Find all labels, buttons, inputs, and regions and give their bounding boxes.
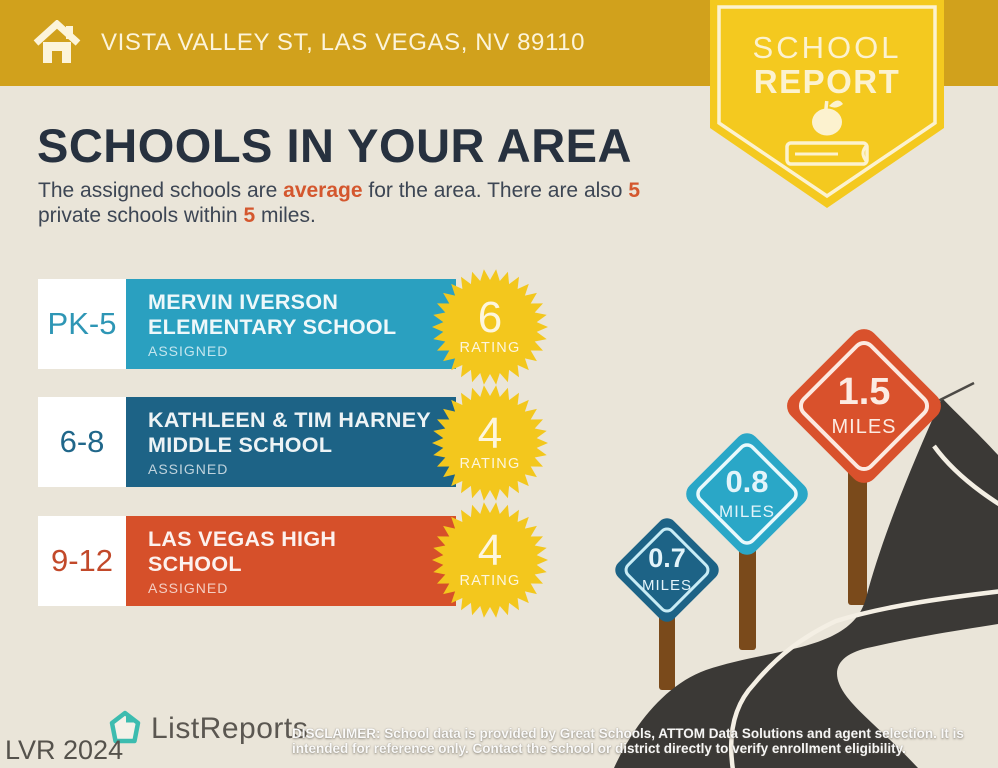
school-name: LAS VEGAS HIGH SCHOOL	[148, 527, 337, 576]
assigned-label: ASSIGNED	[148, 580, 229, 596]
assigned-label: ASSIGNED	[148, 343, 229, 359]
road-center-line	[728, 444, 998, 768]
school-name: KATHLEEN & TIM HARNEY MIDDLE SCHOOL	[148, 408, 432, 457]
school-report-badge: SCHOOL REPORT	[710, 0, 944, 212]
svg-text:0.7: 0.7	[648, 543, 686, 573]
rating-value: 6 RATING	[459, 293, 521, 357]
road	[614, 398, 998, 768]
badge-line1: SCHOOL	[753, 30, 902, 65]
listreports-logo: ListReports	[108, 710, 308, 746]
svg-text:MILES: MILES	[831, 416, 896, 438]
svg-text:MILES: MILES	[642, 577, 692, 594]
rating-badge-elementary: 6 RATING	[431, 268, 549, 386]
distance-sign-0-8: 0.8 MILES	[686, 433, 808, 555]
rating-badge-middle: 4 RATING	[431, 384, 549, 502]
school-row-elementary: PK-5 MERVIN IVERSON ELEMENTARY SCHOOL ASS…	[38, 279, 456, 369]
accent-radius: 5	[243, 204, 256, 227]
distance-sign-1-5: 1.5 MILES	[787, 329, 941, 483]
home-icon	[33, 20, 81, 63]
badge-line2: REPORT	[754, 63, 901, 100]
school-name: MERVIN IVERSON ELEMENTARY SCHOOL	[148, 290, 397, 339]
school-row-middle: 6-8 KATHLEEN & TIM HARNEY MIDDLE SCHOOL A…	[38, 397, 456, 487]
accent-count: 5	[628, 179, 640, 202]
rating-badge-high: 4 RATING	[431, 501, 549, 619]
listreports-icon	[109, 710, 141, 744]
subtitle: The assigned schools are average for the…	[38, 179, 640, 227]
road-vanishing-line	[935, 381, 975, 404]
brand-name: ListReports	[151, 712, 309, 745]
rating-value: 4 RATING	[459, 526, 521, 590]
distance-sign-0-7: 0.7 MILES	[615, 518, 719, 622]
grade-range-badge: 9-12	[38, 516, 126, 606]
sign-post	[848, 465, 867, 605]
svg-text:MILES: MILES	[719, 502, 775, 521]
svg-text:1.5: 1.5	[838, 371, 891, 413]
school-bar: MERVIN IVERSON ELEMENTARY SCHOOL ASSIGNED	[126, 279, 456, 369]
disclaimer-label: DISCLAIMER:	[292, 725, 381, 741]
assigned-label: ASSIGNED	[148, 461, 229, 477]
svg-text:0.8: 0.8	[725, 464, 768, 499]
page-title: SCHOOLS IN YOUR AREA	[37, 119, 632, 172]
apple-on-book-icon	[785, 100, 869, 166]
property-address: VISTA VALLEY ST, LAS VEGAS, NV 89110	[101, 29, 586, 56]
disclaimer: DISCLAIMER: School data is provided by G…	[292, 725, 964, 757]
sign-post	[659, 600, 675, 690]
grade-range-badge: 6-8	[38, 397, 126, 487]
sign-post	[739, 535, 756, 650]
school-bar: LAS VEGAS HIGH SCHOOL ASSIGNED	[126, 516, 456, 606]
accent-average: average	[283, 179, 363, 202]
grade-range-badge: PK-5	[38, 279, 126, 369]
mls-watermark: LVR 2024	[5, 735, 124, 765]
school-row-high: 9-12 LAS VEGAS HIGH SCHOOL ASSIGNED	[38, 516, 456, 606]
rating-value: 4 RATING	[459, 409, 521, 473]
school-bar: KATHLEEN & TIM HARNEY MIDDLE SCHOOL ASSIG…	[126, 397, 456, 487]
